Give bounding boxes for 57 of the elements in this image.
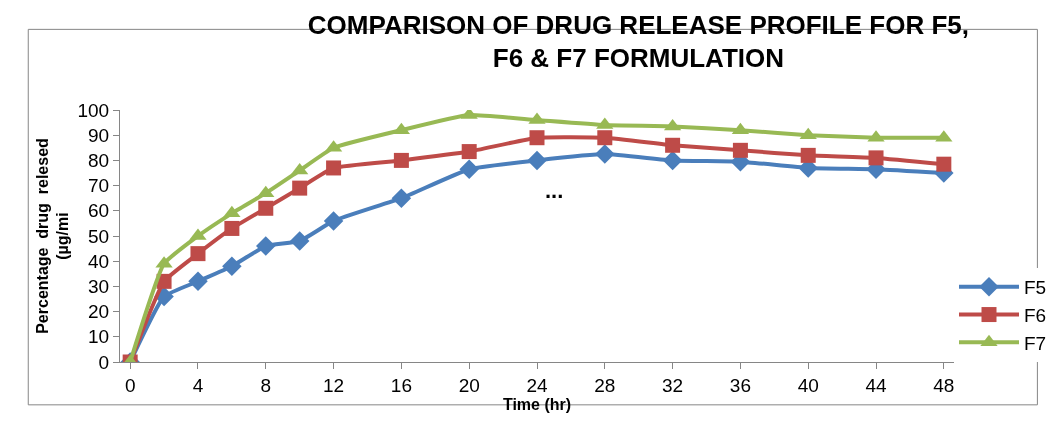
x-tick-label: 12 xyxy=(323,374,345,396)
x-tick-label: 40 xyxy=(797,374,819,396)
point xyxy=(289,231,310,251)
x-axis-title: Time (hr) xyxy=(502,395,572,413)
point xyxy=(665,137,681,153)
point xyxy=(662,150,683,171)
x-tick-label: 4 xyxy=(192,374,204,396)
point xyxy=(256,236,276,256)
point xyxy=(527,150,547,171)
chart-title: COMPARISON OF DRUG RELEASE PROFILE FOR F5, F6 & F7 FORMULATION xyxy=(307,9,969,74)
y-tick-label: 30 xyxy=(88,276,110,298)
y-tick-label: 90 xyxy=(88,124,110,146)
y-tick-label: 40 xyxy=(88,250,110,272)
y-tick-label: 0 xyxy=(98,351,110,373)
point xyxy=(326,160,342,176)
y-tick-label: 80 xyxy=(88,150,110,172)
point xyxy=(258,200,274,216)
x-tick-label: 24 xyxy=(526,374,548,396)
y-tick-label: 50 xyxy=(88,225,110,247)
point xyxy=(595,144,615,164)
point xyxy=(223,205,241,218)
x-tick-label: 28 xyxy=(594,374,616,396)
x-tick-label: 36 xyxy=(729,374,751,396)
point xyxy=(291,162,309,175)
y-tick-label: 100 xyxy=(77,99,110,121)
x-tick-label: 8 xyxy=(260,374,272,396)
y-tick-label: 20 xyxy=(88,301,110,323)
point xyxy=(597,130,613,146)
point xyxy=(323,211,344,231)
x-tick-label: 32 xyxy=(662,374,684,396)
point xyxy=(222,256,242,276)
y-tick-label: 60 xyxy=(88,200,110,222)
point xyxy=(188,271,208,292)
x-tick-label: 48 xyxy=(933,374,955,396)
y-tick-label: 70 xyxy=(88,175,110,197)
point xyxy=(461,144,477,160)
point xyxy=(868,150,884,166)
point xyxy=(800,147,816,163)
point xyxy=(459,159,479,179)
x-tick-label: 20 xyxy=(458,374,480,396)
legend-label: F6 xyxy=(1024,304,1047,326)
y-tick-label: 10 xyxy=(88,326,110,348)
point xyxy=(529,130,545,146)
point xyxy=(292,180,308,196)
legend-label: F5 xyxy=(1024,277,1047,299)
point xyxy=(936,156,952,172)
y-axis-title: Percentage drug relesed (µg/mi xyxy=(33,138,72,334)
x-tick-label: 44 xyxy=(865,374,888,396)
point xyxy=(732,142,748,158)
x-tick-label: 0 xyxy=(124,374,136,396)
point xyxy=(393,152,409,168)
point xyxy=(391,188,412,208)
x-tick-label: 16 xyxy=(390,374,412,396)
legend-label: F7 xyxy=(1024,332,1047,354)
point xyxy=(190,246,206,262)
annotation: ... xyxy=(545,178,564,203)
point xyxy=(224,220,240,236)
